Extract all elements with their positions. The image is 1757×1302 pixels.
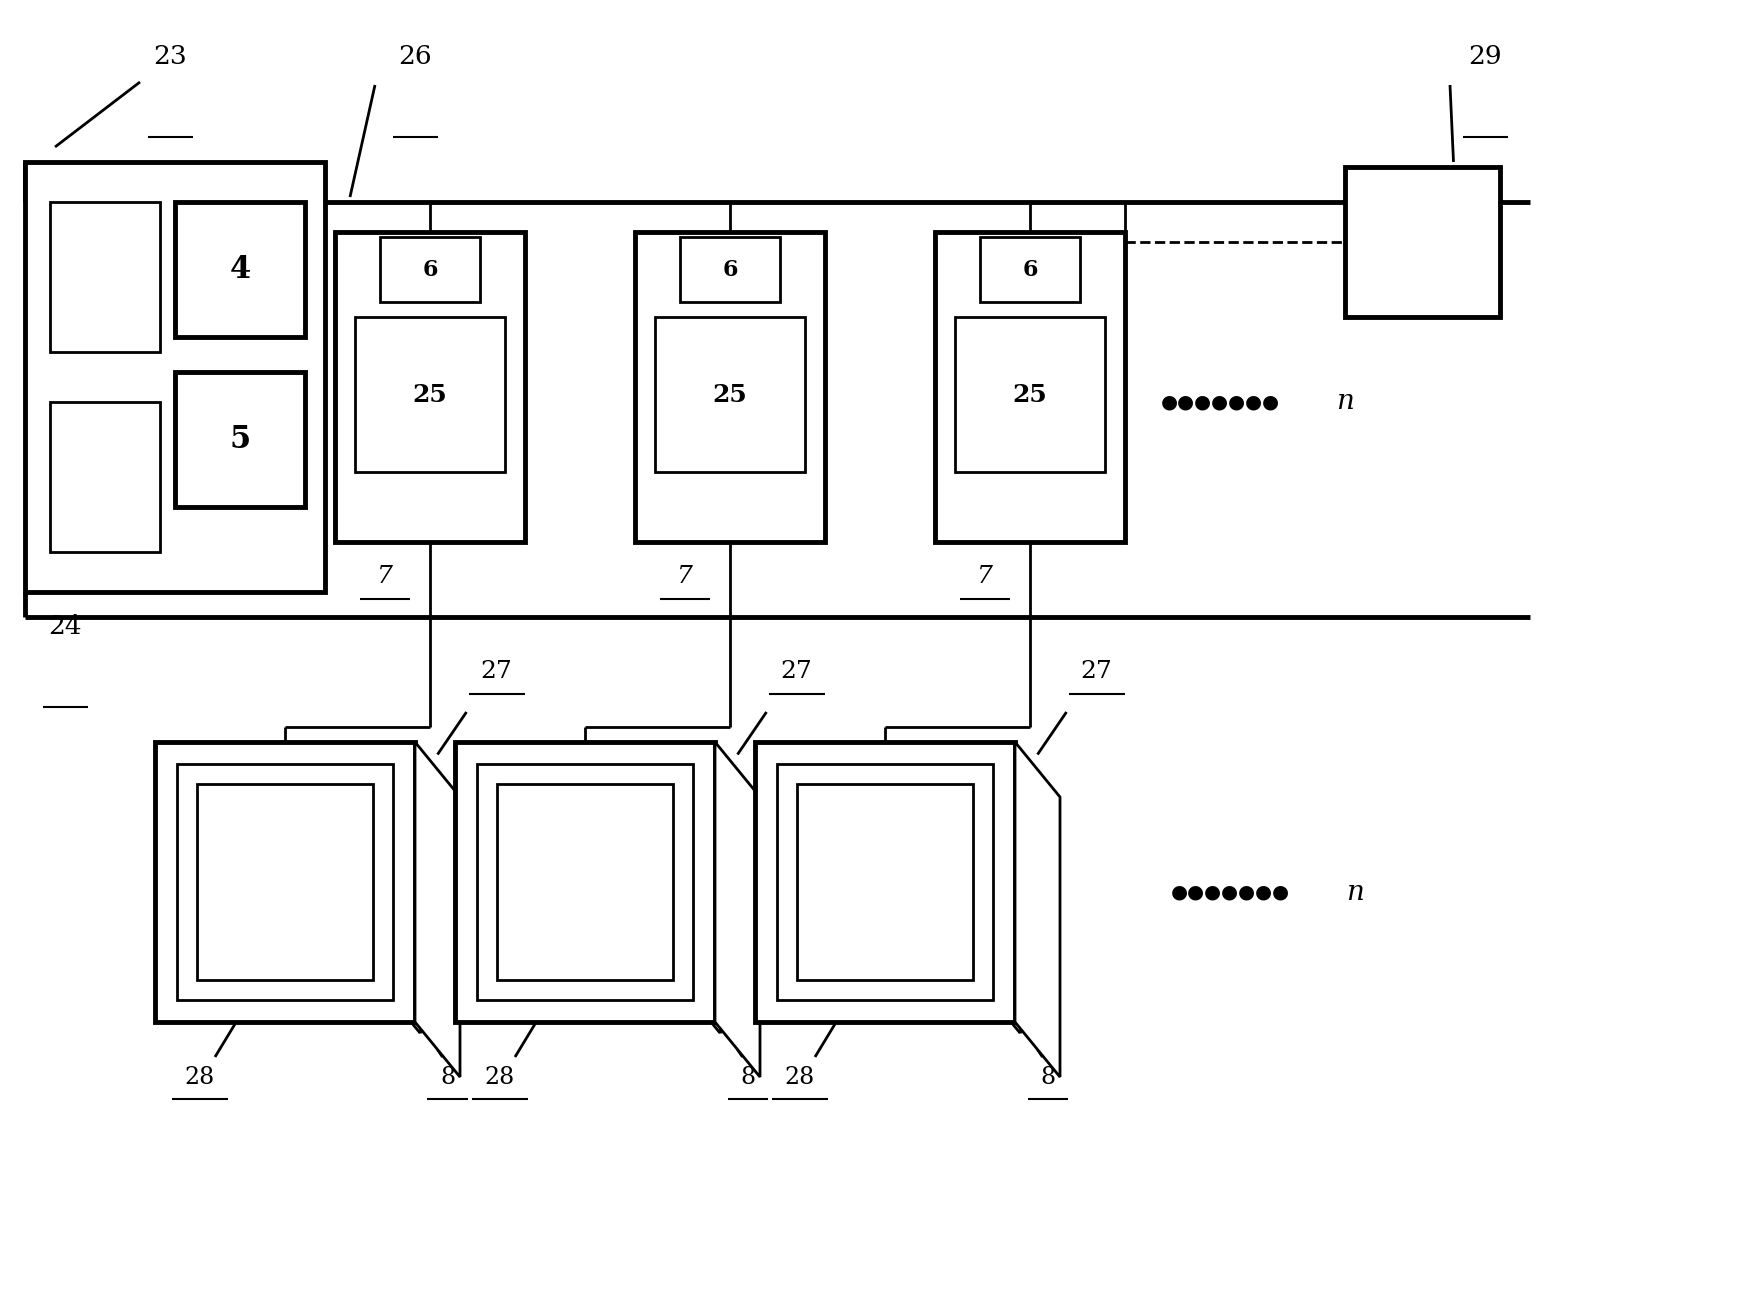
Text: 24: 24	[47, 615, 83, 639]
Bar	[197, 784, 372, 980]
Text: 27: 27	[480, 660, 511, 684]
Bar	[497, 784, 673, 980]
Bar	[176, 202, 304, 337]
Text: 7: 7	[676, 565, 692, 589]
Text: 28: 28	[485, 1065, 515, 1088]
Bar	[476, 764, 692, 1000]
Bar	[680, 237, 780, 302]
Bar	[634, 232, 824, 542]
Bar	[455, 742, 715, 1022]
Text: 25: 25	[1012, 383, 1047, 406]
Bar	[380, 237, 480, 302]
Text: 6: 6	[422, 259, 437, 280]
Text: 27: 27	[1081, 660, 1112, 684]
Bar	[655, 316, 805, 473]
Text: 29: 29	[1467, 44, 1500, 69]
Bar	[355, 316, 504, 473]
Bar	[155, 742, 415, 1022]
Text: 25: 25	[413, 383, 446, 406]
Polygon shape	[1014, 742, 1059, 1077]
Text: 4: 4	[228, 254, 251, 285]
Text: 5: 5	[230, 424, 251, 454]
Text: 23: 23	[153, 44, 186, 69]
Bar	[979, 237, 1079, 302]
Text: 25: 25	[712, 383, 747, 406]
Text: 26: 26	[399, 44, 432, 69]
Text: 28: 28	[184, 1065, 214, 1088]
Bar	[796, 784, 972, 980]
Text: 6: 6	[722, 259, 738, 280]
Text: 7: 7	[977, 565, 993, 589]
Text: n: n	[1346, 879, 1363, 905]
Text: 27: 27	[780, 660, 812, 684]
Bar	[49, 402, 160, 552]
Bar	[935, 232, 1124, 542]
Bar	[176, 372, 304, 506]
Bar	[1344, 167, 1499, 316]
Text: 8: 8	[740, 1065, 756, 1088]
Polygon shape	[415, 742, 460, 1077]
Text: 28: 28	[784, 1065, 815, 1088]
Bar	[777, 764, 993, 1000]
Text: ●●●●●●●: ●●●●●●●	[1160, 392, 1279, 411]
Text: n: n	[1335, 388, 1353, 415]
Text: 7: 7	[376, 565, 394, 589]
Text: 8: 8	[439, 1065, 455, 1088]
Bar	[49, 202, 160, 352]
Bar	[754, 742, 1014, 1022]
Polygon shape	[715, 742, 759, 1077]
Bar	[177, 764, 394, 1000]
Text: 8: 8	[1040, 1065, 1054, 1088]
Bar	[336, 232, 525, 542]
Text: 6: 6	[1021, 259, 1037, 280]
Bar	[954, 316, 1105, 473]
Text: ●●●●●●●: ●●●●●●●	[1170, 883, 1290, 901]
Bar	[25, 161, 325, 592]
